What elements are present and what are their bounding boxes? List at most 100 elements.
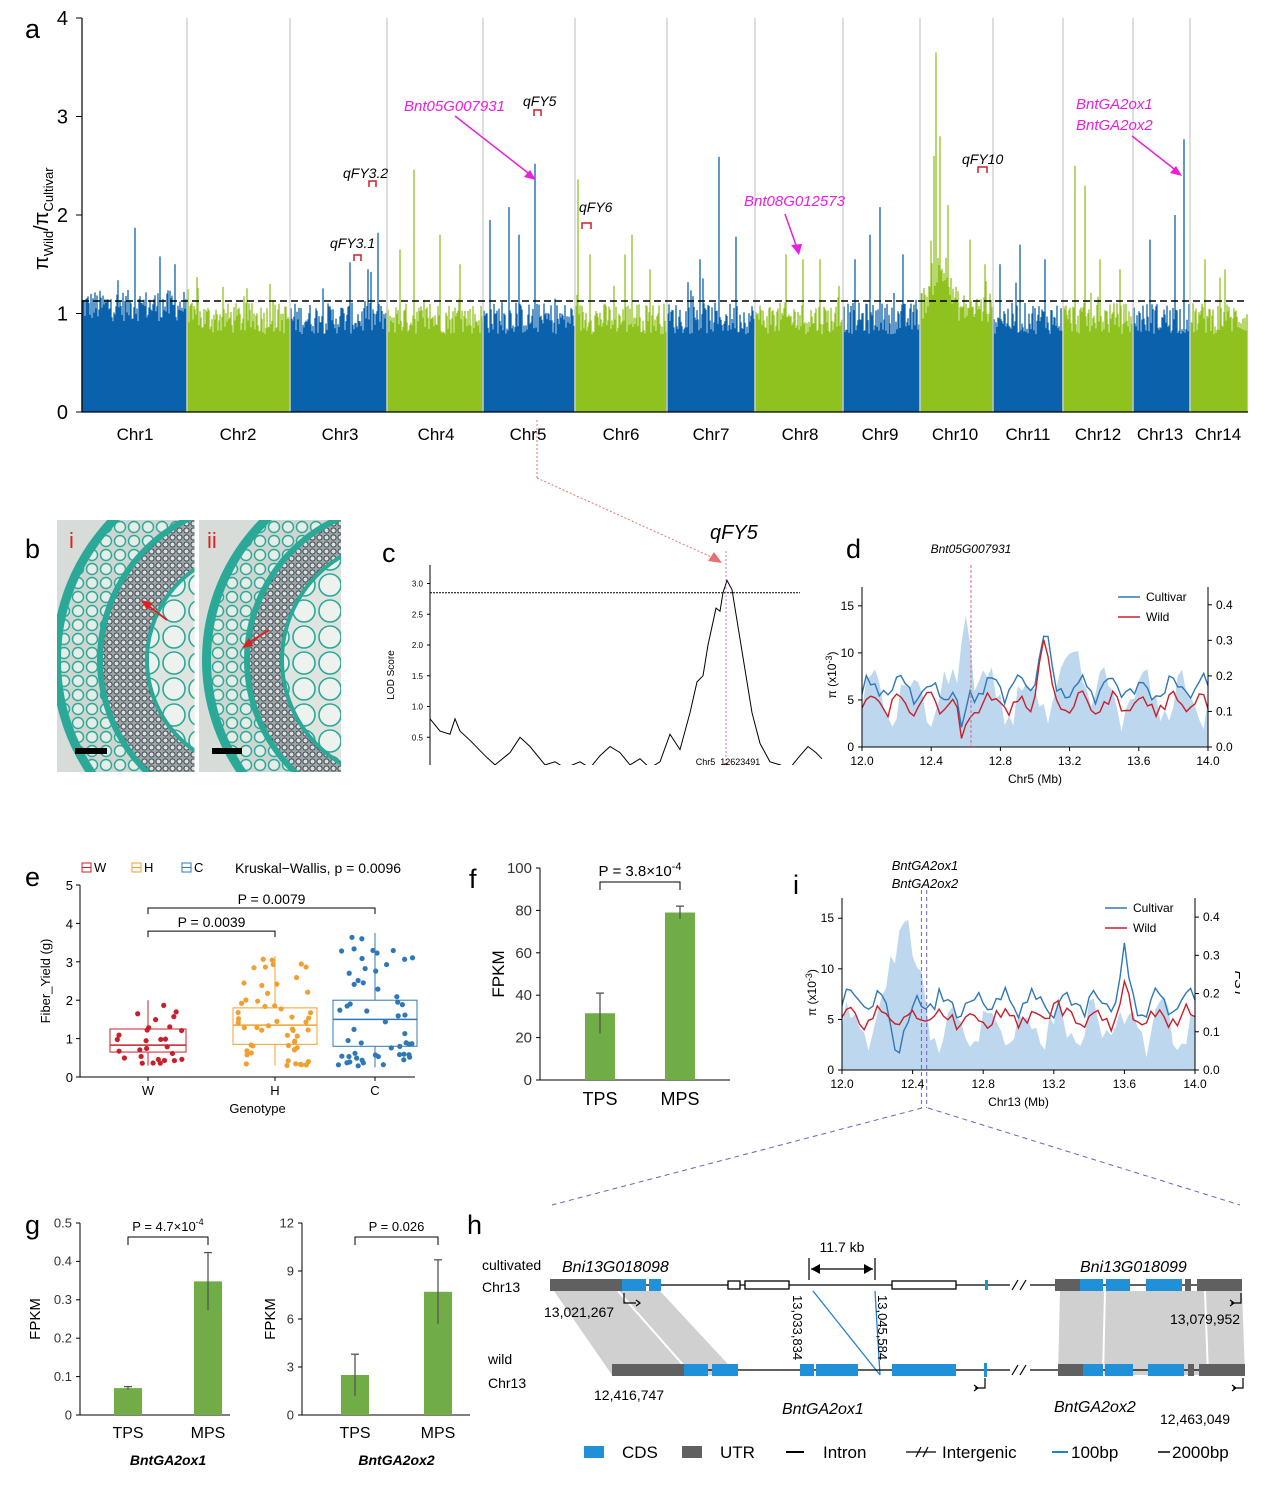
fpkm-bar-f: 0 20 40 60 80 100 FPKM TPS MPS P = 3.8×10-4 <box>490 860 730 1109</box>
bar-MPS <box>665 912 695 1080</box>
data-point <box>298 961 304 967</box>
x-tick: 13.2 <box>1042 1077 1066 1091</box>
data-point <box>269 957 275 963</box>
x-tick: 12.0 <box>850 754 874 768</box>
y-tick-left: 15 <box>841 599 855 613</box>
y-axis-label: FPKM <box>262 1298 279 1340</box>
data-point <box>146 1025 152 1031</box>
data-point <box>272 1003 278 1009</box>
lod-tick: 3.0 <box>412 580 424 589</box>
fst-area <box>842 919 1195 1070</box>
lod-tick: 2.5 <box>412 610 424 619</box>
y-tick: 0 <box>66 1070 73 1085</box>
y-tick-right: 0.4 <box>1216 598 1233 612</box>
data-point <box>250 1043 256 1049</box>
y-tick-label: 0 <box>57 402 68 424</box>
data-point <box>402 1030 408 1037</box>
position-4: 13,079,952 <box>1170 1311 1240 1327</box>
data-point <box>352 1050 358 1056</box>
gene-label-2: BntGA2ox2 <box>892 876 959 891</box>
x-tick: C <box>370 1083 379 1098</box>
legend-100bp: 100bp <box>1071 1443 1118 1462</box>
data-point <box>138 1053 144 1060</box>
data-point <box>307 1010 314 1016</box>
data-point <box>355 1063 361 1069</box>
lod-tick: 1.5 <box>412 672 424 681</box>
legend-wild: Wild <box>1146 610 1169 624</box>
data-point <box>244 1048 250 1054</box>
data-point <box>355 977 361 984</box>
data-point <box>362 965 368 972</box>
legend-cultivar: Cultivar <box>1133 901 1174 915</box>
y-tick: 0 <box>524 1072 532 1089</box>
fst-axis-label: FST <box>1232 971 1240 999</box>
data-point <box>354 1055 360 1061</box>
data-point <box>407 1054 413 1060</box>
data-point <box>291 1047 298 1053</box>
diversity-chart-chr5: 12.0 12.4 12.8 13.2 13.6 14.0 0 5 10 15 0.0 0.1 0.2 0… <box>824 542 1233 786</box>
y-tick: 0.3 <box>54 1292 72 1307</box>
y-tick-label: 4 <box>57 8 68 30</box>
y-tick: 80 <box>515 902 532 919</box>
x-tick: 12.4 <box>901 1077 925 1091</box>
panel-label-f: f <box>469 864 477 894</box>
y-tick-left: 15 <box>821 911 835 925</box>
fst-area <box>862 615 1208 747</box>
data-point <box>235 1016 242 1022</box>
data-point <box>373 968 379 974</box>
data-point <box>388 1045 394 1051</box>
position-3: 13,045,584 <box>875 1295 890 1360</box>
y-tick: 6 <box>287 1311 294 1326</box>
data-point <box>164 1044 170 1050</box>
gene-label-bnt05g007931: Bnt05G007931 <box>404 98 505 115</box>
data-point <box>285 1042 292 1049</box>
data-point <box>374 950 380 956</box>
y-tick: 1 <box>66 1032 73 1047</box>
micrograph-label-ii: ii <box>207 528 217 553</box>
data-point <box>346 970 352 976</box>
gene-label: Bnt05G007931 <box>931 542 1012 556</box>
data-point <box>173 1009 179 1015</box>
row-label-cultivated: cultivated <box>482 1257 541 1273</box>
data-point <box>303 964 309 970</box>
position-5: 12,416,747 <box>594 1387 664 1403</box>
y-tick: 3 <box>287 1359 294 1374</box>
x-tick: 12.4 <box>920 754 944 768</box>
y-tick-left: 10 <box>841 646 855 660</box>
y-axis-label: Fiber_Yield (g) <box>38 939 53 1024</box>
gene-bni13g018098: Bni13G018098 <box>562 1259 669 1276</box>
data-point <box>235 1019 241 1026</box>
data-point <box>274 1018 280 1024</box>
qtl-label-qfy5: qFY5 <box>523 93 557 109</box>
data-point <box>360 1060 366 1066</box>
data-point <box>248 1050 254 1056</box>
y-tick-left: 10 <box>821 962 835 976</box>
data-point <box>401 1057 407 1063</box>
data-point <box>406 1041 412 1047</box>
y-tick-label: 2 <box>57 205 68 227</box>
chromosome-label: Chr11 <box>1005 425 1050 444</box>
y-tick: 40 <box>515 987 532 1004</box>
y-tick: 0.1 <box>54 1369 72 1384</box>
data-point <box>144 1045 150 1052</box>
box-H <box>232 1007 318 1045</box>
data-point <box>397 1043 403 1050</box>
x-tick: 12.8 <box>972 1077 996 1091</box>
data-point <box>150 1060 156 1066</box>
data-point <box>298 1062 305 1068</box>
fiber-yield-boxplot: W H C Kruskal−Wallis, p = 0.0096 0 1 2 3 4 5 Fiber… <box>38 860 418 1116</box>
p-value: P = 3.8×10-4 <box>599 861 682 880</box>
y-tick-left: 5 <box>827 1012 834 1026</box>
chromosome-label: Chr10 <box>932 425 978 444</box>
data-point <box>278 1006 284 1012</box>
data-point <box>241 980 247 986</box>
y-tick: 0.5 <box>54 1215 72 1230</box>
micrograph-i <box>57 520 196 772</box>
data-point <box>143 1038 149 1044</box>
qtl-label-qfy31: qFY3.1 <box>330 235 375 251</box>
gene-name: BntGA2ox1 <box>130 1452 206 1468</box>
cultivar-line <box>861 635 1209 728</box>
p-value-wh: P = 0.0039 <box>178 914 246 930</box>
gene-label-1: BntGA2ox1 <box>892 858 959 873</box>
lod-tick: 0.0 <box>412 764 424 765</box>
